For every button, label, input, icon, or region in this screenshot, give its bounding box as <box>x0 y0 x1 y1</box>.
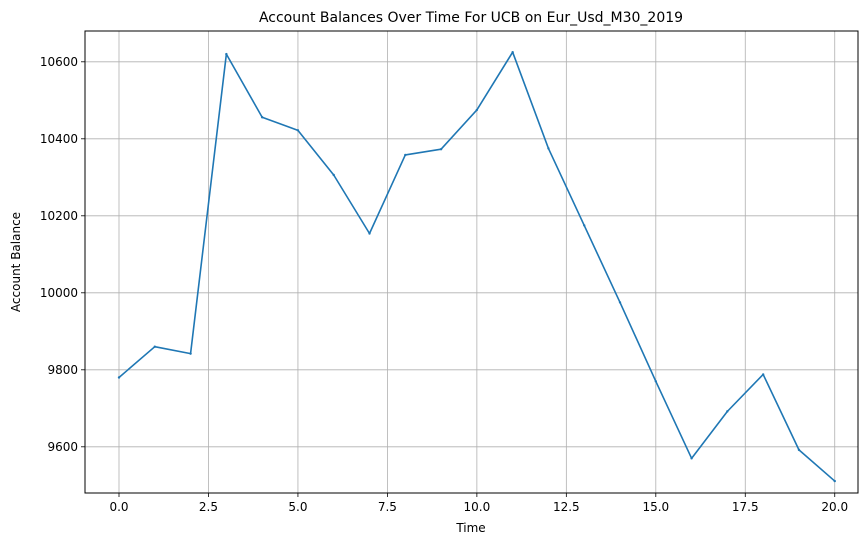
y-tick-label: 10200 <box>40 209 78 223</box>
grid <box>85 31 858 493</box>
x-axis: 0.0 2.5 5.0 7.5 10.0 12.5 15.0 17.5 20.0 <box>109 493 848 514</box>
x-tick-label: 2.5 <box>199 500 218 514</box>
data-point <box>296 129 300 132</box>
data-point <box>439 147 443 151</box>
x-tick-label: 15.0 <box>642 500 669 514</box>
data-point <box>404 153 407 157</box>
data-point <box>690 457 693 460</box>
y-tick-label: 9600 <box>47 440 78 454</box>
data-point <box>332 173 335 177</box>
data-point <box>153 345 156 348</box>
x-tick-label: 10.0 <box>464 500 491 514</box>
data-point <box>189 352 192 355</box>
y-tick-label: 10000 <box>40 286 78 300</box>
data-point <box>475 108 479 112</box>
data-point <box>583 224 586 227</box>
y-tick-label: 10400 <box>40 132 78 146</box>
data-point <box>618 301 622 304</box>
data-point <box>547 147 550 150</box>
y-axis-label: Account Balance <box>9 212 23 312</box>
x-tick-label: 17.5 <box>732 500 759 514</box>
x-tick-label: 0.0 <box>109 500 128 514</box>
data-point <box>654 380 658 383</box>
chart-title: Account Balances Over Time For UCB on Eu… <box>259 10 683 26</box>
x-tick-label: 5.0 <box>288 500 307 514</box>
y-axis: 9600 9800 10000 10200 10400 10600 <box>40 55 85 454</box>
x-tick-label: 20.0 <box>821 500 848 514</box>
y-tick-label: 10600 <box>40 55 78 69</box>
x-tick-label: 7.5 <box>378 500 397 514</box>
series-layer <box>117 50 836 483</box>
data-point <box>726 410 729 413</box>
data-point <box>117 376 121 379</box>
data-point <box>260 116 264 119</box>
x-axis-label: Time <box>455 521 485 535</box>
data-point <box>761 373 765 376</box>
data-point <box>511 50 514 54</box>
x-tick-label: 12.5 <box>553 500 580 514</box>
data-point <box>225 52 228 56</box>
y-tick-label: 9800 <box>47 363 78 377</box>
data-point <box>368 232 371 235</box>
plot-frame <box>84 30 859 494</box>
data-point <box>833 479 836 483</box>
data-point <box>797 448 801 452</box>
